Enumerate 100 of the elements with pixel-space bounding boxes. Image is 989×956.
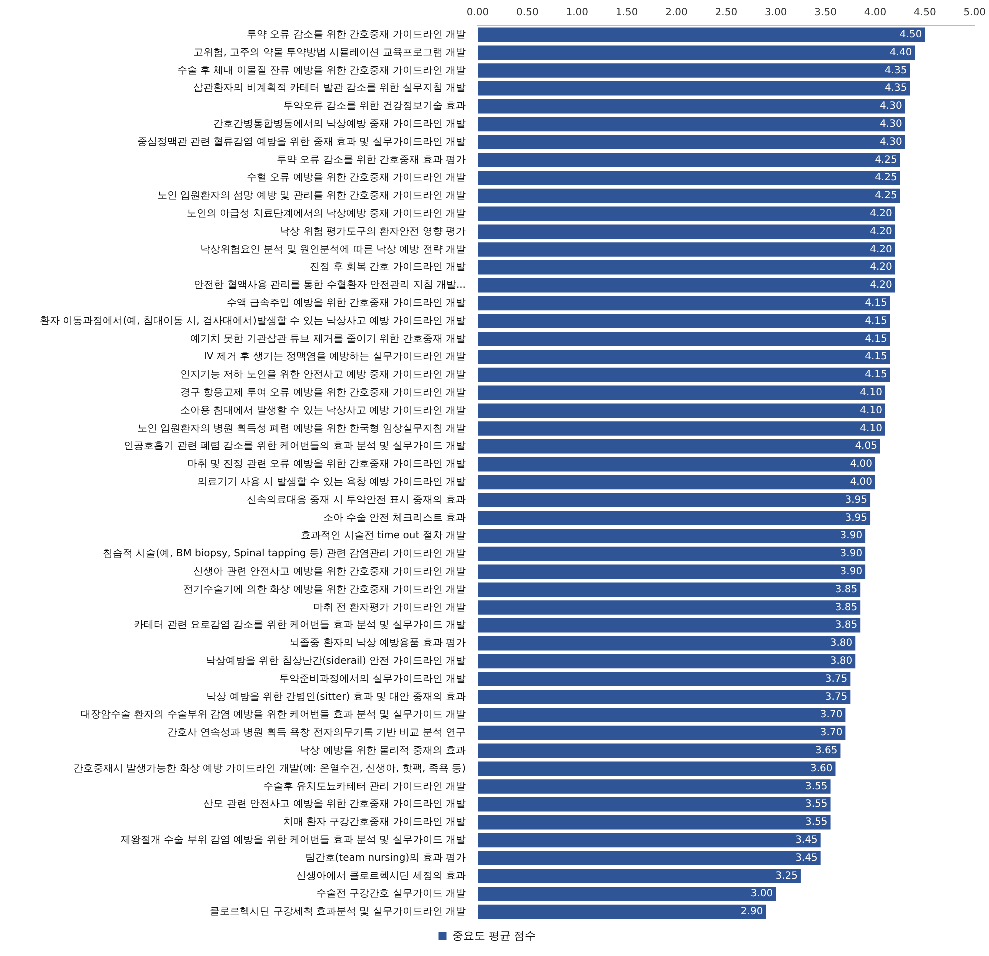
bar [478, 117, 906, 132]
y-tick-label: 간호중재시 발생가능한 화상 예방 가이드라인 개발(예: 온열수건, 신생아, 핫팩, 족욕 등) [74, 763, 466, 774]
data-label: 4.20 [870, 262, 892, 274]
data-label: 4.35 [885, 65, 908, 76]
y-tick-label: 낙상 예방을 위한 간병인(sitter) 효과 및 대안 중재의 효과 [206, 692, 466, 703]
data-label: 4.10 [860, 388, 882, 399]
bar [478, 242, 896, 257]
bar [478, 564, 866, 580]
bar [478, 780, 831, 794]
y-tick-label: 투약오류 감소를 위한 건강정보기술 효과 [283, 101, 466, 112]
data-label: 4.05 [855, 441, 878, 452]
y-tick-label: 안전한 혈액사용 관리를 통한 수혈환자 안전관리 지침 개발... [194, 280, 466, 292]
x-tick-label: 2.00 [666, 8, 688, 19]
y-tick-label: 노인 입원환자의 섬망 예방 및 관리를 위한 간호중재 가이드라인 개발 [157, 190, 466, 202]
bar [478, 386, 886, 400]
bar [478, 368, 890, 382]
bar [478, 206, 896, 222]
bar [478, 278, 896, 293]
bar [478, 528, 866, 544]
y-tick-label: 전기수술기에 의한 화상 예방을 위한 간호중재 가이드라인 개발 [184, 584, 466, 596]
bar [478, 81, 910, 96]
bar [478, 422, 886, 436]
data-label: 3.55 [806, 817, 828, 828]
bar [478, 797, 831, 812]
x-tick-label: 5.00 [964, 8, 986, 19]
y-tick-label: 소아용 침대에서 발생할 수 있는 낙상사고 예방 가이드라인 개발 [180, 405, 466, 416]
bar [478, 64, 910, 78]
data-label: 3.55 [806, 799, 828, 810]
bar [478, 493, 871, 508]
bar [478, 546, 866, 562]
y-tick-label: 인공호흡기 관련 폐렴 감소를 위한 케어번들의 효과 분석 및 실무가이드 개발 [124, 441, 466, 452]
data-label: 3.70 [820, 728, 843, 739]
x-tick-label: 4.00 [864, 8, 887, 19]
data-label: 4.30 [880, 119, 902, 130]
bar [478, 762, 836, 776]
data-label: 3.90 [840, 566, 863, 578]
y-tick-label: 삽관환자의 비계획적 카테터 발관 감소를 위한 실무지침 개발 [194, 83, 466, 94]
data-label: 4.35 [885, 83, 908, 94]
data-label: 4.30 [880, 136, 902, 148]
bar [478, 869, 801, 884]
data-label: 4.30 [880, 101, 902, 112]
y-tick-label: 카테터 관련 요로감염 감소를 위한 케어번들 효과 분석 및 실무가이드 개발 [134, 620, 466, 632]
data-label: 4.15 [865, 370, 888, 381]
y-tick-label: 수액 급속주입 예방을 위한 간호중재 가이드라인 개발 [226, 298, 466, 310]
data-label: 3.95 [845, 512, 868, 524]
y-tick-label: 낙상 예방을 위한 물리적 중재의 효과 [300, 746, 466, 757]
y-tick-label: 산모 관련 안전사고 예방을 위한 간호중재 가이드라인 개발 [204, 799, 466, 810]
bar [478, 600, 861, 615]
bar [478, 296, 890, 311]
data-label: 3.45 [796, 835, 818, 846]
data-label: 4.25 [875, 190, 898, 202]
data-label: 3.75 [825, 692, 848, 703]
x-tick-label: 4.50 [914, 8, 936, 19]
bar [478, 744, 841, 758]
y-tick-label: 인지기능 저하 노인을 위한 안전사고 예방 중재 가이드라인 개발 [180, 370, 466, 381]
y-tick-label: 신속의료대응 중재 시 투약안전 표시 중재의 효과 [246, 494, 466, 506]
y-tick-label: 의료기기 사용 시 발생할 수 있는 욕창 예방 가이드라인 개발 [197, 477, 466, 488]
x-tick-label: 1.00 [566, 8, 589, 19]
bar [478, 475, 876, 490]
y-tick-label: 간호간병통합병동에서의 낙상예방 중재 가이드라인 개발 [213, 119, 466, 130]
x-tick-label: 0.50 [516, 8, 539, 19]
bar [478, 636, 856, 651]
y-tick-label: 마취 전 환자평가 가이드라인 개발 [313, 602, 466, 614]
bar [478, 690, 851, 704]
y-tick-label: 수술전 구강간호 실무가이드 개발 [316, 888, 466, 900]
y-tick-label: 침습적 시술(예, BM biopsy, Spinal tapping 등) 관련 감염관리 가이드라인 개발 [102, 548, 466, 560]
data-label: 3.90 [840, 548, 863, 560]
y-tick-label: 낙상위험요인 분석 및 원인분석에 따른 낙상 예방 전략 개발 [200, 244, 466, 256]
data-label: 4.20 [870, 244, 892, 256]
data-label: 3.80 [830, 656, 853, 668]
y-tick-label: 수술 후 체내 이물질 잔류 예방을 위한 간호중재 가이드라인 개발 [177, 65, 466, 76]
bar [478, 314, 890, 329]
y-tick-label: 예기치 못한 기관삽관 튜브 제거를 줄이기 위한 간호중재 개발 [190, 334, 466, 345]
x-tick-label: 0.00 [466, 8, 490, 19]
data-label: 4.10 [860, 405, 882, 416]
y-tick-label: 고위험, 고주의 약물 투약방법 시뮬레이션 교육프로그램 개발 [194, 47, 466, 58]
data-label: 4.40 [890, 47, 912, 58]
bar [478, 851, 821, 866]
y-tick-label: 투약준비과정에서의 실무가이드라인 개발 [280, 674, 466, 685]
bar [478, 135, 906, 150]
y-tick-label: 간호사 연속성과 병원 획득 욕창 전자의무기록 기반 비교 분석 연구 [167, 728, 466, 739]
data-label: 4.25 [875, 172, 898, 184]
data-label: 4.15 [865, 298, 888, 310]
bar [478, 28, 926, 42]
data-label: 3.85 [835, 584, 858, 596]
y-tick-label: 뇌졸중 환자의 낙상 예방용품 효과 평가 [290, 638, 466, 650]
data-label: 3.75 [825, 674, 848, 685]
data-label: 3.70 [820, 710, 843, 721]
y-tick-label: 효과적인 시술전 time out 절차 개발 [301, 530, 466, 542]
bar [478, 654, 856, 669]
data-label: 3.85 [835, 620, 858, 632]
bar [478, 582, 861, 598]
bar [478, 618, 861, 633]
data-label: 4.20 [870, 208, 892, 220]
bar [478, 672, 851, 687]
y-tick-label: 대장암수술 환자의 수술부위 감염 예방을 위한 케어번들 효과 분석 및 실무가이드 개발 [81, 710, 466, 721]
bar [478, 99, 906, 114]
data-label: 4.00 [850, 459, 872, 470]
bar [478, 332, 890, 346]
y-tick-label: 팀간호(team nursing)의 효과 평가 [305, 852, 466, 864]
